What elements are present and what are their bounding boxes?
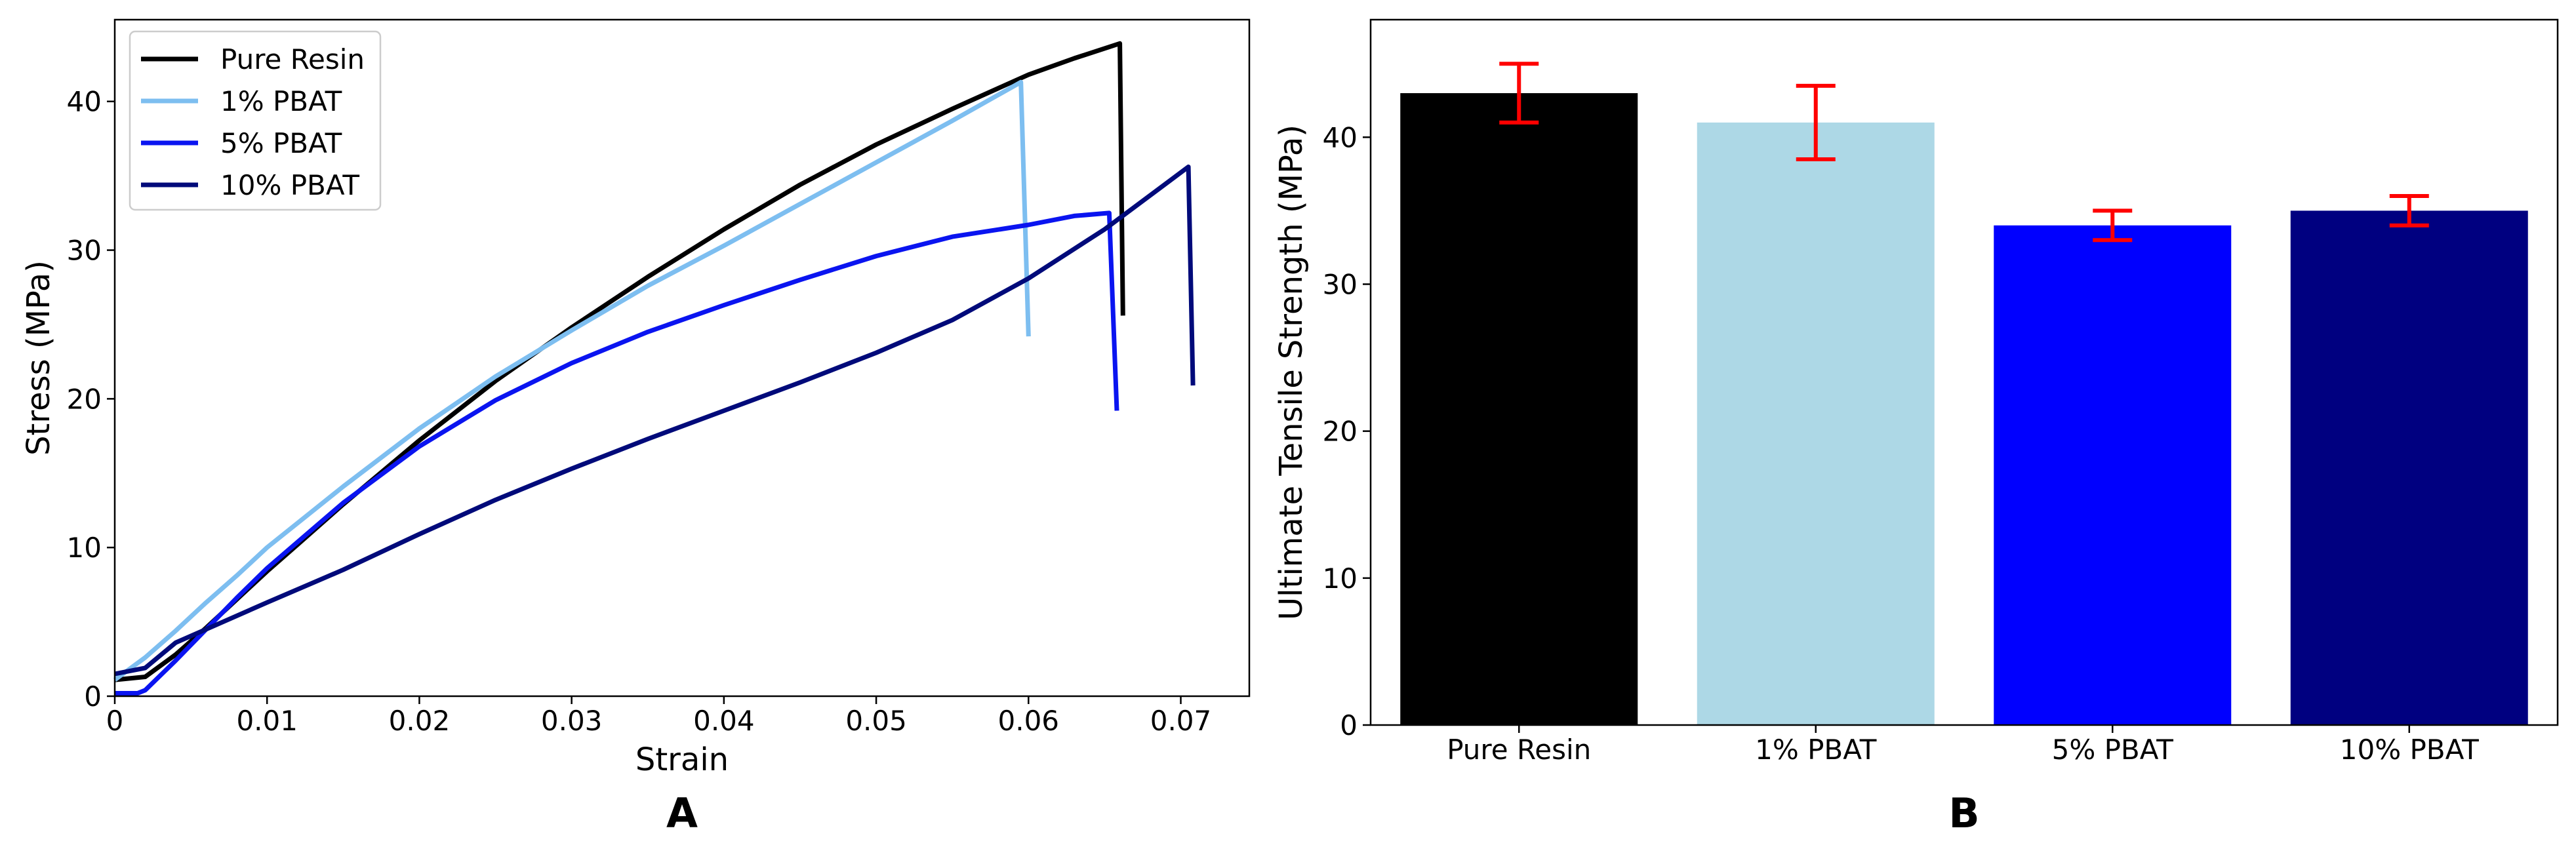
category-label-1: 1% PBAT [1755,734,1877,766]
x-tick-label-a: 0.06 [998,705,1060,737]
panel-a-stress-strain: 0 0.01 0.02 0.03 0.04 0.05 0.06 0.07 0 10 20 30 40 St… [20,18,1251,837]
y-axis-label-a: Stress (MPa) [20,260,57,456]
panel-b-tensile-strength: Pure Resin 1% PBAT 5% PBAT 10% PBAT 0 10 20 30 4… [1273,18,2559,837]
x-tick-label-a: 0.01 [236,705,298,737]
legend-entry-0: Pure Resin [220,43,365,75]
panel-label-a: A [666,789,698,837]
legend-entry-3: 10% PBAT [220,169,359,201]
legend-entry-2: 5% PBAT [220,127,342,159]
y-tick-label-a: 40 [67,86,102,118]
y-tick-label-a: 20 [67,383,102,415]
category-label-0: Pure Resin [1447,734,1591,766]
x-tick-label-a: 0.03 [541,705,603,737]
x-tick-label-a: 0.05 [845,705,907,737]
legend-entry-1: 1% PBAT [220,85,342,117]
bar-1 [1697,122,1935,725]
y-tick-label-b: 40 [1323,121,1358,153]
x-axis-label-a: Strain [635,741,729,778]
legend-a: Pure Resin 1% PBAT 5% PBAT 10% PBAT [129,30,382,211]
x-tick-label-a: 0.02 [389,705,451,737]
bar-0 [1400,93,1638,726]
category-label-2: 5% PBAT [2052,734,2174,766]
plot-frame-a [113,18,1251,698]
y-tick-label-b: 10 [1323,562,1358,595]
y-tick-label-b: 0 [1340,709,1358,741]
bar-3 [2290,210,2528,726]
category-label-3: 10% PBAT [2340,734,2479,766]
y-tick-label-a: 10 [67,532,102,564]
x-tick-label-a: 0.04 [693,705,755,737]
panel-label-b: B [1948,789,1979,837]
y-tick-label-b: 20 [1323,416,1358,448]
series-line-3 [114,165,1196,677]
y-tick-label-b: 30 [1323,269,1358,301]
bar-2 [1994,225,2232,725]
y-tick-label-a: 0 [84,680,102,713]
series-line-1 [113,79,1031,682]
plot-frame-b [1369,18,2559,726]
y-tick-label-a: 30 [67,235,102,267]
legend-box [129,30,382,211]
series-line-2 [115,210,1119,696]
x-tick-label-a: 0 [106,705,124,737]
y-axis-label-b: Ultimate Tensile Strength (MPa) [1273,125,1310,620]
x-tick-label-a: 0.07 [1150,705,1212,737]
